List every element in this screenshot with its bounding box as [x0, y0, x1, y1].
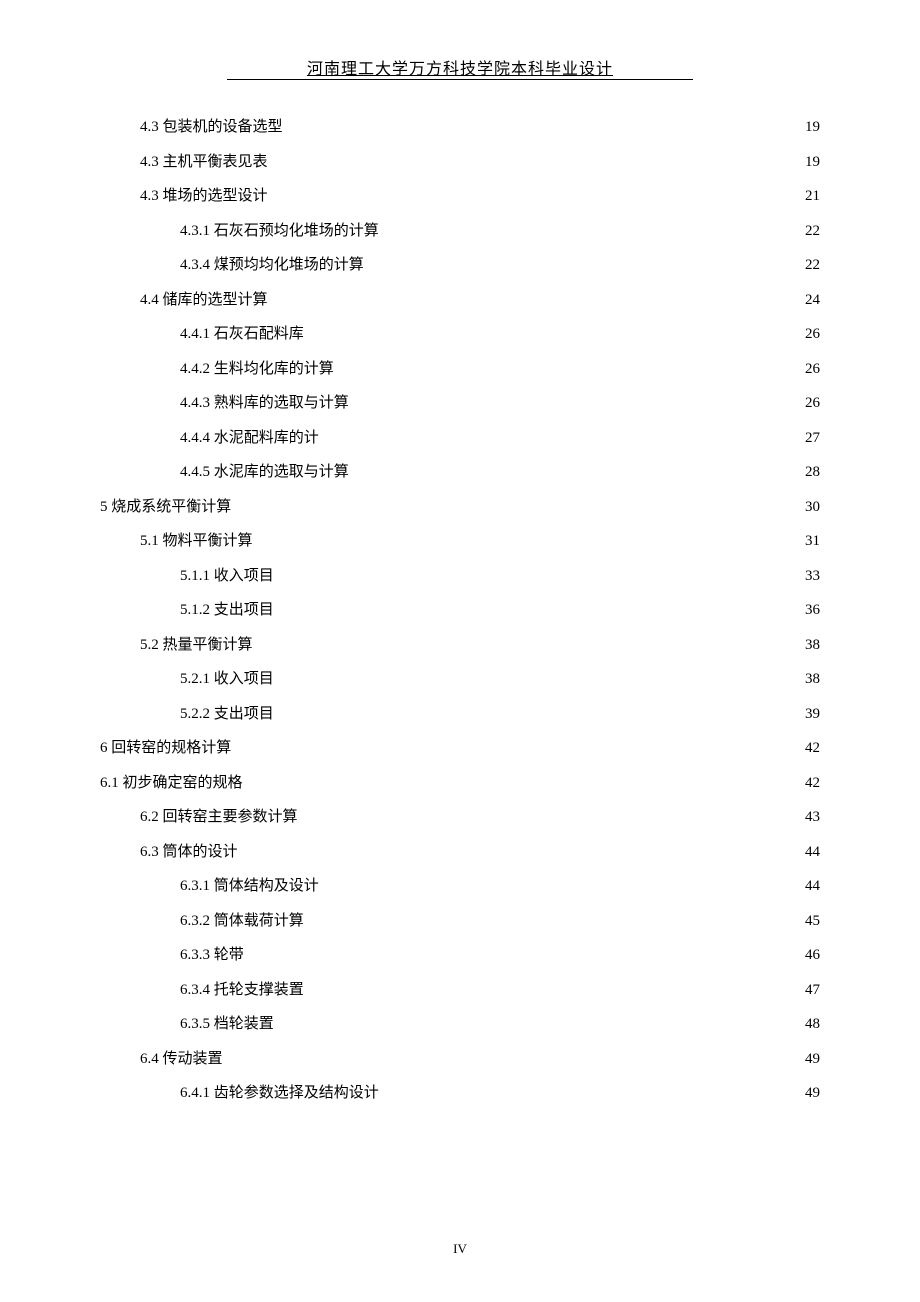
toc-page-number: 24: [805, 283, 820, 318]
toc-label: 4.4.5 水泥库的选取与计算: [180, 455, 349, 490]
toc-label: 5 烧成系统平衡计算: [100, 490, 231, 525]
toc-page-number: 26: [805, 317, 820, 352]
toc-label: 6.3.4 托轮支撑装置: [180, 973, 304, 1008]
toc-page-number: 48: [805, 1007, 820, 1042]
toc-page-number: 19: [805, 145, 820, 180]
toc-entry: 5.2.1 收入项目 38: [100, 662, 820, 697]
toc-entry: 5.1 物料平衡计算 31: [100, 524, 820, 559]
toc-page-number: 26: [805, 386, 820, 421]
toc-entry: 6 回转窑的规格计算 42: [100, 731, 820, 766]
toc-page-number: 49: [805, 1042, 820, 1077]
toc-page-number: 27: [805, 421, 820, 456]
toc-entry: 6.3.1 筒体结构及设计 44: [100, 869, 820, 904]
toc-page-number: 45: [805, 904, 820, 939]
toc-page-number: 38: [805, 662, 820, 697]
toc-label: 6.3 筒体的设计: [140, 835, 238, 870]
page-header: 河南理工大学万方科技学院本科毕业设计: [100, 60, 820, 80]
toc-label: 6.3.5 档轮装置: [180, 1007, 274, 1042]
toc-entry: 6.3.4 托轮支撑装置 47: [100, 973, 820, 1008]
toc-page-number: 22: [805, 214, 820, 249]
toc-page-number: 30: [805, 490, 820, 525]
toc-page-number: 21: [805, 179, 820, 214]
toc-entry: 4.3 包装机的设备选型 19: [100, 110, 820, 145]
header-title: 河南理工大学万方科技学院本科毕业设计: [227, 60, 693, 80]
toc-entry: 4.3.4 煤预均均化堆场的计算 22: [100, 248, 820, 283]
toc-label: 4.3.4 煤预均均化堆场的计算: [180, 248, 364, 283]
toc-entry: 4.3 主机平衡表见表 19: [100, 145, 820, 180]
toc-label: 4.3 包装机的设备选型: [140, 110, 283, 145]
toc-label: 5.2 热量平衡计算: [140, 628, 253, 663]
toc-label: 5.2.1 收入项目: [180, 662, 274, 697]
toc-label: 4.4.1 石灰石配料库: [180, 317, 304, 352]
toc-label: 4.4 储库的选型计算: [140, 283, 268, 318]
toc-page-number: 26: [805, 352, 820, 387]
toc-entry: 4.3.1 石灰石预均化堆场的计算 22: [100, 214, 820, 249]
toc-label: 6.3.3 轮带: [180, 938, 244, 973]
toc-label: 6.3.2 筒体载荷计算: [180, 904, 304, 939]
toc-entry: 4.4.3 熟料库的选取与计算 26: [100, 386, 820, 421]
toc-page-number: 31: [805, 524, 820, 559]
toc-label: 4.4.3 熟料库的选取与计算: [180, 386, 349, 421]
toc-label: 4.3 主机平衡表见表: [140, 145, 268, 180]
toc-page-number: 44: [805, 835, 820, 870]
toc-page-number: 19: [805, 110, 820, 145]
toc-entry: 6.1 初步确定窑的规格 42: [100, 766, 820, 801]
toc-label: 4.3.1 石灰石预均化堆场的计算: [180, 214, 379, 249]
toc-page-number: 38: [805, 628, 820, 663]
toc-entry: 5.2 热量平衡计算 38: [100, 628, 820, 663]
toc-label: 6.3.1 筒体结构及设计: [180, 869, 319, 904]
toc-label: 5.1.2 支出项目: [180, 593, 274, 628]
toc-page-number: 28: [805, 455, 820, 490]
toc-entry: 4.3 堆场的选型设计 21: [100, 179, 820, 214]
toc-page-number: 44: [805, 869, 820, 904]
toc-entry: 4.4.1 石灰石配料库 26: [100, 317, 820, 352]
toc-label: 6.4.1 齿轮参数选择及结构设计: [180, 1076, 379, 1111]
toc-entry: 5.1.1 收入项目 33: [100, 559, 820, 594]
toc-page-number: 42: [805, 766, 820, 801]
toc-label: 6 回转窑的规格计算: [100, 731, 231, 766]
toc-entry: 4.4.2 生料均化库的计算 26: [100, 352, 820, 387]
toc-label: 6.4 传动装置: [140, 1042, 223, 1077]
table-of-contents: 4.3 包装机的设备选型 19 4.3 主机平衡表见表 19 4.3 堆场的选型设计 21…: [100, 110, 820, 1111]
toc-entry: 6.4.1 齿轮参数选择及结构设计 49: [100, 1076, 820, 1111]
toc-page-number: 22: [805, 248, 820, 283]
toc-entry: 6.3.5 档轮装置 48: [100, 1007, 820, 1042]
toc-label: 4.4.2 生料均化库的计算: [180, 352, 334, 387]
toc-label: 4.3 堆场的选型设计: [140, 179, 268, 214]
toc-label: 5.2.2 支出项目: [180, 697, 274, 732]
toc-entry: 6.3.3 轮带 46: [100, 938, 820, 973]
toc-label: 4.4.4 水泥配料库的计: [180, 421, 319, 456]
toc-page-number: 39: [805, 697, 820, 732]
toc-label: 5.1 物料平衡计算: [140, 524, 253, 559]
toc-label: 5.1.1 收入项目: [180, 559, 274, 594]
toc-entry: 6.4 传动装置 49: [100, 1042, 820, 1077]
toc-entry: 6.2 回转窑主要参数计算 43: [100, 800, 820, 835]
toc-page-number: 46: [805, 938, 820, 973]
toc-entry: 5.2.2 支出项目 39: [100, 697, 820, 732]
toc-label: 6.2 回转窑主要参数计算: [140, 800, 298, 835]
toc-entry: 5.1.2 支出项目 36: [100, 593, 820, 628]
page-number: IV: [453, 1241, 467, 1257]
toc-entry: 4.4.5 水泥库的选取与计算 28: [100, 455, 820, 490]
document-page: 河南理工大学万方科技学院本科毕业设计 4.3 包装机的设备选型194.3 主机平…: [0, 0, 920, 1161]
toc-page-number: 49: [805, 1076, 820, 1111]
toc-page-number: 47: [805, 973, 820, 1008]
toc-entry: 6.3.2 筒体载荷计算 45: [100, 904, 820, 939]
toc-page-number: 43: [805, 800, 820, 835]
toc-page-number: 36: [805, 593, 820, 628]
toc-entry: 4.4.4 水泥配料库的计 27: [100, 421, 820, 456]
toc-label: 6.1 初步确定窑的规格: [100, 766, 243, 801]
toc-entry: 5 烧成系统平衡计算 30: [100, 490, 820, 525]
toc-entry: 6.3 筒体的设计 44: [100, 835, 820, 870]
toc-page-number: 42: [805, 731, 820, 766]
toc-page-number: 33: [805, 559, 820, 594]
toc-entry: 4.4 储库的选型计算 24: [100, 283, 820, 318]
